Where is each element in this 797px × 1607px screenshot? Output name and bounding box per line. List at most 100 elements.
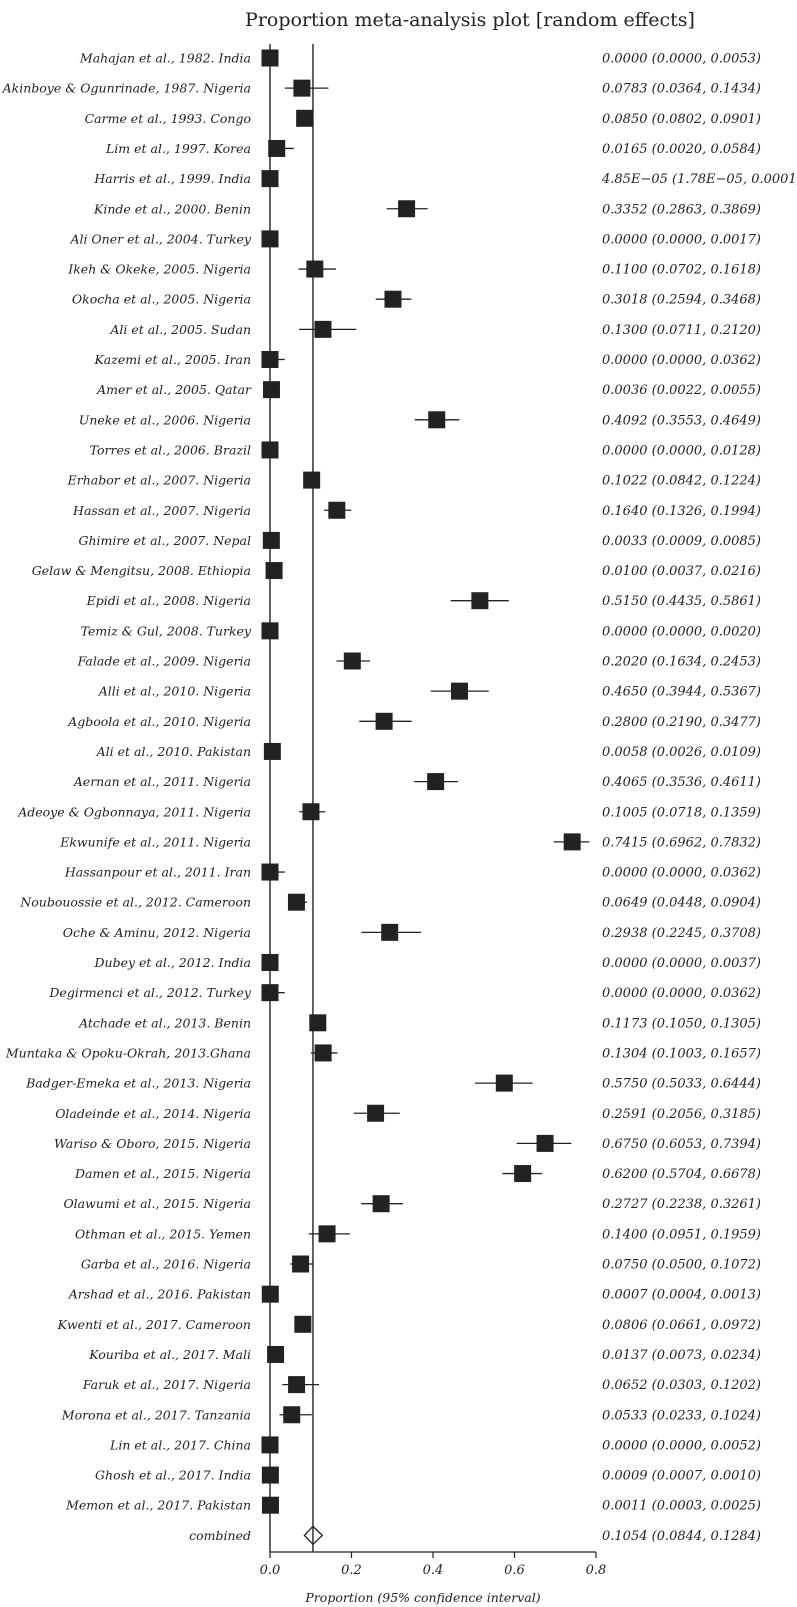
study-row: Uneke et al., 2006. Nigeria 0.4092 (0.355… (79, 411, 761, 429)
study-row: Falade et al., 2009. Nigeria 0.2020 (0.16… (77, 652, 761, 670)
study-row: Othman et al., 2015. Yemen 0.1400 (0.0951… (75, 1225, 761, 1243)
point-estimate-marker (318, 1225, 336, 1243)
combined-label: combined (189, 1528, 251, 1543)
study-label: Ali Oner et al., 2004. Turkey (69, 231, 251, 246)
point-estimate-marker (384, 290, 402, 308)
study-label: Morona et al., 2017. Tanzania (61, 1407, 251, 1422)
estimate-ci-text: 0.0000 (0.0000, 0.0362) (602, 353, 761, 368)
point-estimate-marker (263, 742, 281, 760)
chart-title: Proportion meta-analysis plot [random ef… (245, 9, 695, 31)
point-estimate-marker (309, 1014, 327, 1032)
point-estimate-marker (265, 562, 283, 580)
estimate-ci-text: 0.0137 (0.0073, 0.0234) (602, 1348, 761, 1363)
point-estimate-marker (283, 1406, 301, 1424)
point-estimate-marker (427, 773, 445, 791)
study-label: Ekwunife et al., 2011. Nigeria (59, 834, 251, 849)
study-label: Hassanpour et al., 2011. Iran (64, 865, 251, 880)
point-estimate-marker (294, 1315, 312, 1333)
x-tick-label: 0.4 (423, 1563, 444, 1578)
study-label: Damen et al., 2015. Nigeria (74, 1166, 251, 1181)
point-estimate-marker (303, 471, 321, 489)
estimate-ci-text: 0.3018 (0.2594, 0.3468) (602, 293, 761, 308)
estimate-ci-text: 0.2800 (0.2190, 0.3477) (602, 715, 761, 730)
study-row: Memon et al., 2017. Pakistan 0.0011 (0.00… (65, 1496, 761, 1514)
study-row: Temiz & Gul, 2008. Turkey 0.0000 (0.0000,… (81, 622, 761, 640)
point-estimate-marker (450, 682, 468, 700)
study-label: Alli et al., 2010. Nigeria (98, 684, 251, 699)
study-row: Ali et al., 2005. Sudan 0.1300 (0.0711, 0… (109, 320, 761, 338)
estimate-ci-text: 0.2938 (0.2245, 0.3708) (602, 926, 761, 941)
estimate-ci-text: 0.2020 (0.1634, 0.2453) (602, 655, 761, 670)
estimate-ci-text: 0.2591 (0.2056, 0.3185) (602, 1107, 761, 1122)
estimate-ci-text: 0.7415 (0.6962, 0.7832) (602, 835, 761, 850)
point-estimate-marker (262, 531, 280, 549)
estimate-ci-text: 0.0009 (0.0007, 0.0010) (602, 1469, 761, 1484)
study-label: Agboola et al., 2010. Nigeria (67, 714, 251, 729)
study-row: Hassanpour et al., 2011. Iran 0.0000 (0.0… (64, 863, 761, 881)
estimate-ci-text: 0.0750 (0.0500, 0.1072) (602, 1258, 761, 1273)
study-row: Ghosh et al., 2017. India 0.0009 (0.0007,… (95, 1466, 761, 1484)
study-row: Kazemi et al., 2005. Iran 0.0000 (0.0000,… (93, 351, 761, 368)
study-row: Wariso & Oboro, 2015. Nigeria 0.6750 (0.6… (54, 1134, 761, 1152)
point-estimate-marker (314, 320, 332, 338)
estimate-ci-text: 0.0000 (0.0000, 0.0037) (602, 956, 761, 971)
point-estimate-marker (514, 1165, 532, 1183)
study-label: Degirmenci et al., 2012. Turkey (48, 985, 252, 1000)
study-row: Carme et al., 1993. Congo 0.0850 (0.0802,… (85, 109, 761, 127)
study-row: Harris et al., 1999. India 4.85E−05 (1.78… (93, 170, 797, 188)
study-label: Garba et al., 2016. Nigeria (81, 1257, 251, 1272)
study-label: Kouriba et al., 2017. Mali (88, 1347, 251, 1362)
study-label: Temiz & Gul, 2008. Turkey (81, 623, 252, 638)
estimate-ci-text: 0.0649 (0.0448, 0.0904) (602, 896, 761, 911)
study-label: Wariso & Oboro, 2015. Nigeria (54, 1136, 251, 1151)
estimate-ci-text: 0.1005 (0.0718, 0.1359) (602, 805, 761, 820)
study-label: Ali et al., 2010. Pakistan (96, 744, 251, 759)
study-label: Kazemi et al., 2005. Iran (93, 352, 251, 367)
study-row: Atchade et al., 2013. Benin 0.1173 (0.105… (78, 1014, 761, 1032)
point-estimate-marker (495, 1074, 513, 1092)
point-estimate-marker (381, 923, 399, 941)
study-row: Erhabor et al., 2007. Nigeria 0.1022 (0.0… (67, 471, 761, 489)
estimate-ci-text: 4.85E−05 (1.78E−05, 0.0001) (601, 172, 797, 187)
point-estimate-marker (302, 803, 320, 821)
estimate-ci-text: 0.0100 (0.0037, 0.0216) (602, 564, 761, 579)
point-estimate-marker (293, 79, 311, 97)
study-label: Harris et al., 1999. India (93, 171, 251, 186)
study-row: Lim et al., 1997. Korea 0.0165 (0.0020, 0… (105, 139, 761, 157)
study-label: Okocha et al., 2005. Nigeria (72, 292, 251, 307)
study-label: Akinboye & Ogunrinade, 1987. Nigeria (2, 81, 251, 96)
combined-row: combined 0.1054 (0.0844, 0.1284) (189, 1525, 761, 1546)
study-label: Noubouossie et al., 2012. Cameroon (19, 895, 251, 910)
study-label: Erhabor et al., 2007. Nigeria (67, 473, 251, 488)
point-estimate-marker (536, 1134, 554, 1152)
estimate-ci-text: 0.5750 (0.5033, 0.6444) (602, 1077, 761, 1092)
x-tick-label: 0.0 (260, 1563, 281, 1578)
study-label: Mahajan et al., 1982. India (79, 51, 251, 66)
x-axis: 0.0 0.2 0.4 0.6 0.8 (260, 44, 606, 1578)
study-row: Amer et al., 2005. Qatar 0.0036 (0.0022, … (96, 381, 761, 399)
estimate-ci-text: 0.1400 (0.0951, 0.1959) (602, 1227, 761, 1242)
study-label: Adeoye & Ogbonnaya, 2011. Nigeria (17, 804, 251, 819)
study-row: Ali et al., 2010. Pakistan 0.0058 (0.0026… (96, 742, 761, 760)
study-label: Badger-Emeka et al., 2013. Nigeria (25, 1076, 251, 1091)
study-row: Ekwunife et al., 2011. Nigeria 0.7415 (0.… (59, 833, 761, 851)
study-row: Ghimire et al., 2007. Nepal 0.0033 (0.000… (78, 531, 761, 549)
study-label: Torres et al., 2006. Brazil (90, 442, 251, 457)
x-tick-label: 0.6 (504, 1563, 525, 1578)
estimate-ci-text: 0.0000 (0.0000, 0.0362) (602, 866, 761, 881)
study-row: Badger-Emeka et al., 2013. Nigeria 0.5750… (25, 1074, 761, 1092)
point-estimate-marker (287, 893, 305, 911)
study-label: Epidi et al., 2008. Nigeria (86, 593, 251, 608)
study-label: Falade et al., 2009. Nigeria (77, 654, 251, 669)
estimate-ci-text: 0.4092 (0.3553, 0.4649) (602, 413, 761, 428)
study-row: Muntaka & Opoku-Okrah, 2013.Ghana 0.1304 … (5, 1044, 761, 1062)
study-label: Hassan et al., 2007. Nigeria (72, 503, 251, 518)
study-label: Memon et al., 2017. Pakistan (65, 1498, 251, 1513)
point-estimate-marker (372, 1195, 390, 1213)
estimate-ci-text: 0.0058 (0.0026, 0.0109) (602, 745, 761, 760)
study-row: Torres et al., 2006. Brazil 0.0000 (0.000… (90, 441, 761, 459)
estimate-ci-text: 0.1100 (0.0702, 0.1618) (602, 263, 761, 278)
study-label: Oladeinde et al., 2014. Nigeria (55, 1106, 251, 1121)
study-row: Oche & Aminu, 2012. Nigeria 0.2938 (0.224… (63, 923, 761, 941)
study-label: Amer et al., 2005. Qatar (96, 382, 252, 397)
